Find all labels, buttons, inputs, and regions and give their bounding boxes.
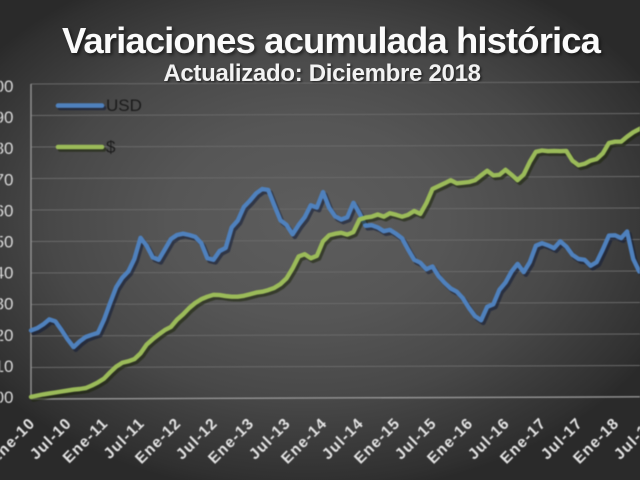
svg-text:10: 10 [0, 357, 14, 376]
svg-text:$: $ [106, 138, 116, 157]
svg-text:70: 70 [0, 170, 14, 189]
svg-text:50: 50 [0, 233, 14, 252]
svg-text:80: 80 [0, 139, 14, 158]
svg-text:90: 90 [0, 108, 14, 127]
svg-text:30: 30 [0, 295, 14, 314]
svg-text:00: 00 [0, 388, 14, 407]
svg-text:Ene-10: Ene-10 [0, 415, 39, 468]
svg-text:USD: USD [106, 96, 142, 115]
svg-text:60: 60 [0, 201, 14, 220]
svg-text:40: 40 [0, 264, 14, 283]
svg-text:00: 00 [0, 77, 14, 96]
svg-text:20: 20 [0, 326, 14, 345]
